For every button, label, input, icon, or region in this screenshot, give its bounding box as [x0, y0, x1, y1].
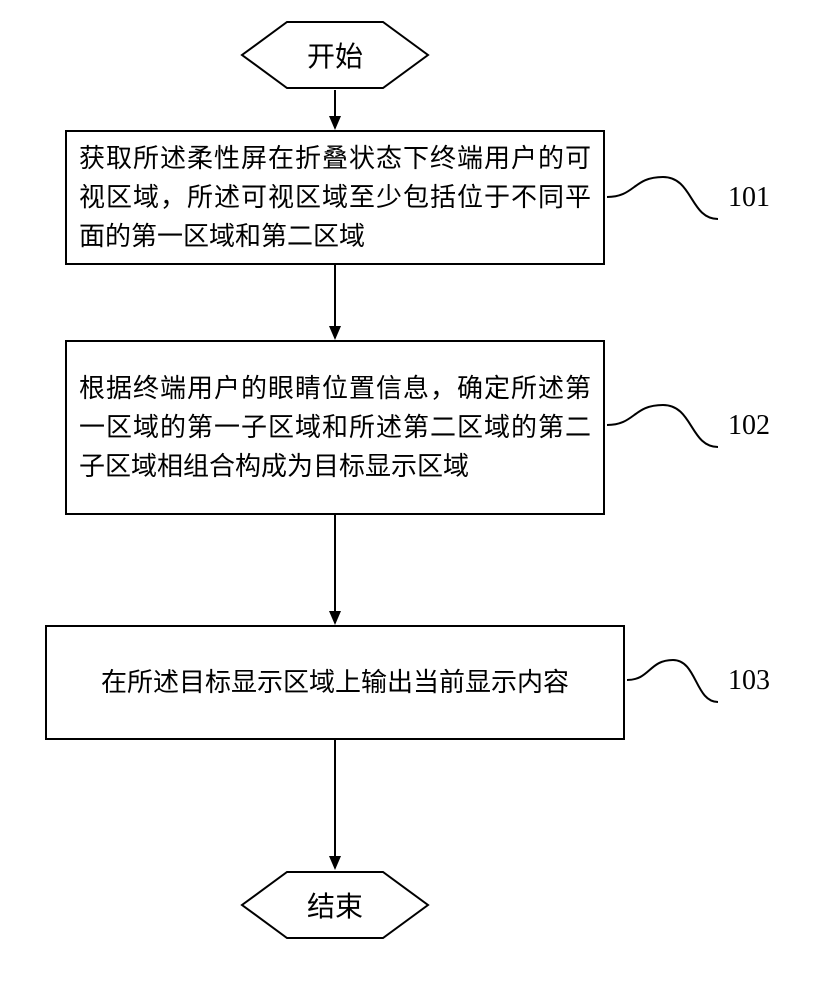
process-step-2: 根据终端用户的眼睛位置信息，确定所述第一区域的第一子区域和所述第二区域的第二子区… [65, 340, 605, 515]
step-label-103: 103 [728, 665, 770, 697]
process-step-3: 在所述目标显示区域上输出当前显示内容 [45, 625, 625, 740]
step-label-102: 102 [728, 410, 770, 442]
terminal-start-label: 开始 [240, 20, 430, 90]
flowchart-canvas: 开始 获取所述柔性屏在折叠状态下终端用户的可视区域，所述可视区域至少包括位于不同… [0, 0, 833, 1000]
process-step-1-text: 获取所述柔性屏在折叠状态下终端用户的可视区域，所述可视区域至少包括位于不同平面的… [67, 131, 603, 264]
terminal-start: 开始 [240, 20, 430, 90]
terminal-end-label: 结束 [240, 870, 430, 940]
process-step-3-text: 在所述目标显示区域上输出当前显示内容 [47, 655, 623, 710]
step-label-101: 101 [728, 182, 770, 214]
process-step-2-text: 根据终端用户的眼睛位置信息，确定所述第一区域的第一子区域和所述第二区域的第二子区… [67, 361, 603, 494]
process-step-1: 获取所述柔性屏在折叠状态下终端用户的可视区域，所述可视区域至少包括位于不同平面的… [65, 130, 605, 265]
terminal-end: 结束 [240, 870, 430, 940]
